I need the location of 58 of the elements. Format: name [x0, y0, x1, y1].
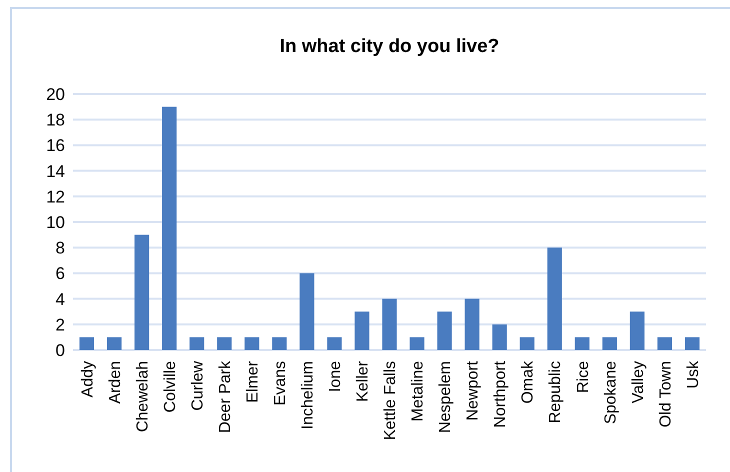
- bar: [602, 337, 617, 350]
- x-tick-label: Omak: [520, 360, 537, 404]
- bar: [492, 324, 507, 350]
- y-tick-label: 16: [46, 136, 65, 156]
- y-tick-label: 12: [46, 187, 65, 206]
- bar: [437, 312, 452, 350]
- bar: [464, 298, 480, 350]
- x-tick-label: Nespelem: [437, 361, 454, 434]
- chart-title: In what city do you live?: [280, 36, 500, 57]
- y-tick-label: 14: [46, 162, 65, 181]
- x-tick-label: Evans: [272, 361, 290, 406]
- x-tick-label: Inchelium: [300, 361, 317, 430]
- x-tick-label: Chewelah: [134, 361, 152, 432]
- bar: [520, 337, 534, 350]
- bar: [547, 248, 562, 350]
- x-tick-label: Valley: [630, 361, 647, 404]
- x-tick-label: Republic: [547, 361, 564, 424]
- x-tick-label: Spokane: [602, 360, 620, 424]
- bar: [134, 234, 150, 350]
- x-tick-label: Curlew: [189, 360, 206, 411]
- x-tick-label: Old Town: [657, 361, 674, 428]
- x-tick-label: Colville: [162, 360, 179, 413]
- bar: [217, 337, 232, 350]
- bar: [79, 337, 94, 350]
- x-tick-label: Keller: [354, 360, 372, 402]
- x-tick-label: Newport: [464, 360, 482, 421]
- x-tick-label: Metaline: [410, 360, 427, 422]
- bar: [106, 337, 122, 350]
- bar: [244, 337, 260, 350]
- y-tick-label: 18: [46, 110, 65, 130]
- x-tick-label: Northport: [492, 360, 510, 428]
- y-tick-label: 6: [56, 264, 65, 284]
- x-tick-label: Arden: [106, 361, 124, 404]
- x-tick-label: Deer Park: [216, 360, 234, 434]
- x-tick-label: Kettle Falls: [382, 361, 400, 440]
- bar: [162, 106, 177, 350]
- x-tick-label: Addy: [79, 361, 96, 398]
- y-tick-label: 20: [46, 84, 65, 104]
- bar: [657, 337, 672, 350]
- bar: [630, 312, 644, 350]
- bar: [190, 337, 204, 350]
- bar: [410, 337, 424, 350]
- y-tick-label: 4: [56, 290, 65, 309]
- bar: [574, 337, 590, 350]
- bar: [327, 337, 342, 350]
- x-tick-label: Ione: [327, 360, 344, 392]
- bar: [684, 337, 700, 350]
- y-tick-label: 0: [56, 340, 65, 360]
- y-tick-label: 2: [56, 315, 65, 334]
- y-tick-label: 10: [46, 212, 65, 232]
- bar: [382, 298, 397, 350]
- x-tick-label: Usk: [684, 360, 702, 389]
- bar: [272, 337, 287, 350]
- x-tick-label: Rice: [574, 360, 592, 394]
- bar: [300, 273, 314, 350]
- bar: [354, 312, 370, 350]
- y-tick-label: 8: [56, 238, 65, 258]
- x-tick-label: Elmer: [244, 360, 262, 403]
